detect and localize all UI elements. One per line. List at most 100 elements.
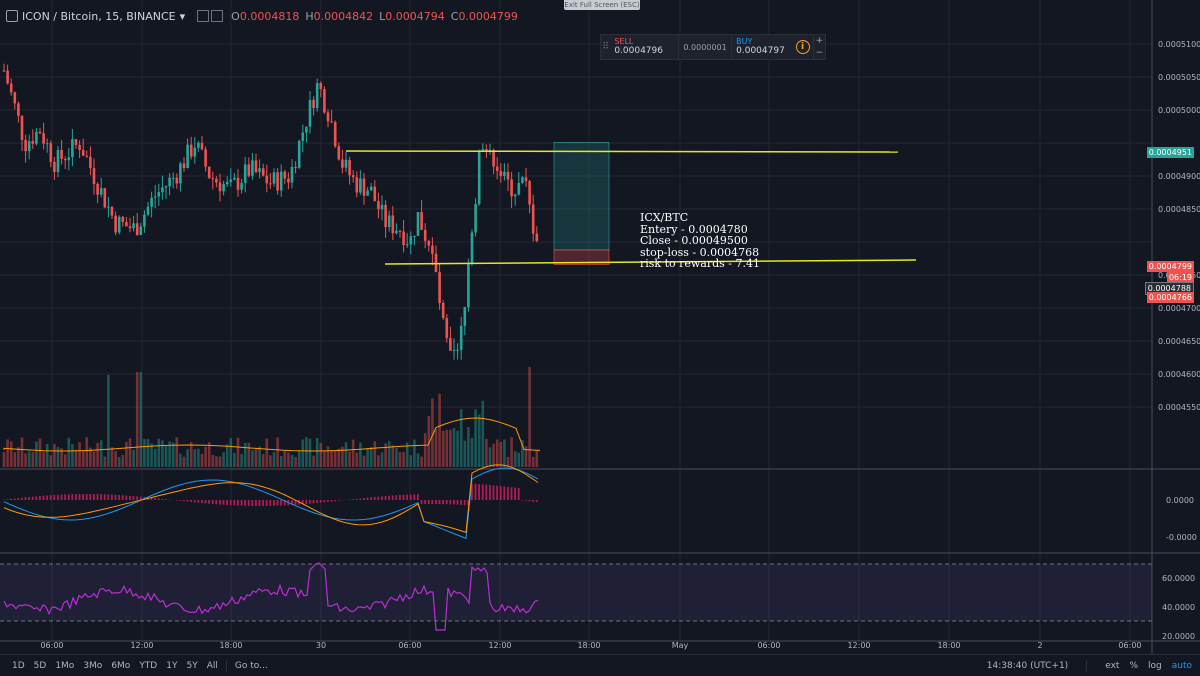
macd-histogram-bar bbox=[489, 485, 491, 500]
candle-body bbox=[276, 172, 279, 190]
sell-price: 0.0004796 bbox=[614, 46, 674, 56]
macd-histogram-bar bbox=[43, 496, 45, 500]
toggle-icon[interactable] bbox=[197, 10, 209, 22]
candle-body bbox=[420, 212, 423, 230]
macd-histogram-bar bbox=[255, 500, 257, 506]
volume-bar bbox=[312, 456, 315, 467]
candle-body bbox=[291, 167, 294, 183]
trade-annotation[interactable]: ICX/BTC Entery - 0.0004780 Close - 0.000… bbox=[640, 212, 760, 270]
range-button[interactable]: 1Mo bbox=[55, 661, 74, 671]
macd-histogram-bar bbox=[532, 500, 534, 502]
volume-bar bbox=[284, 451, 287, 467]
volume-bar bbox=[453, 428, 456, 467]
candle-body bbox=[136, 223, 139, 235]
range-button[interactable]: 1Y bbox=[166, 661, 177, 671]
volume-bar bbox=[262, 454, 265, 467]
macd-histogram-bar bbox=[500, 486, 502, 500]
candle-body bbox=[104, 188, 107, 207]
chevron-down-icon[interactable]: ▾ bbox=[180, 10, 186, 23]
volume-bar bbox=[478, 415, 481, 467]
macd-histogram-bar bbox=[17, 498, 19, 500]
candle-body bbox=[402, 232, 405, 245]
toggle-icon[interactable] bbox=[211, 10, 223, 22]
candle-body bbox=[233, 178, 236, 180]
volume-bar bbox=[471, 438, 474, 467]
macd-histogram-bar bbox=[39, 496, 41, 500]
volume-bar bbox=[222, 452, 225, 467]
candle-body bbox=[60, 150, 63, 159]
volume-bar bbox=[39, 438, 42, 467]
volume-bar bbox=[392, 445, 395, 467]
macd-histogram-bar bbox=[374, 497, 376, 500]
clock[interactable]: 14:38:40 (UTC+1) bbox=[987, 661, 1068, 671]
volume-bar bbox=[14, 452, 17, 467]
goto-button[interactable]: Go to... bbox=[235, 661, 268, 671]
candle-body bbox=[492, 150, 495, 167]
volume-bar bbox=[104, 457, 107, 467]
quantity-stepper[interactable]: + − bbox=[813, 35, 825, 59]
auto-toggle[interactable]: auto bbox=[1172, 661, 1192, 671]
macd-histogram-bar bbox=[406, 495, 408, 500]
range-button[interactable]: 3Mo bbox=[83, 661, 102, 671]
volume-bar bbox=[341, 447, 344, 467]
info-button[interactable]: i bbox=[792, 35, 813, 59]
macd-histogram-bar bbox=[352, 499, 354, 500]
plus-icon[interactable]: + bbox=[816, 36, 824, 46]
range-button[interactable]: 1D bbox=[12, 661, 25, 671]
time-axis-label: 12:00 bbox=[130, 641, 153, 650]
volume-bar bbox=[143, 439, 146, 467]
macd-histogram-bar bbox=[395, 495, 397, 500]
range-button[interactable]: 5Y bbox=[186, 661, 197, 671]
volume-bar bbox=[251, 450, 254, 467]
candle-body bbox=[309, 100, 312, 127]
range-button[interactable]: All bbox=[207, 661, 218, 671]
macd-histogram-bar bbox=[313, 500, 315, 503]
volume-bar bbox=[53, 444, 56, 467]
volume-bar bbox=[269, 455, 272, 467]
price-axis-label: 0.0004700 bbox=[1158, 304, 1200, 313]
range-button[interactable]: 6Mo bbox=[111, 661, 130, 671]
signal-line bbox=[4, 465, 538, 533]
candle-body bbox=[482, 149, 485, 150]
macd-histogram-bar bbox=[165, 499, 167, 500]
candle-body bbox=[507, 172, 510, 180]
time-axis-label: 2 bbox=[1037, 641, 1042, 650]
candle-body bbox=[168, 178, 171, 186]
candle-body bbox=[100, 188, 103, 195]
macd-histogram-bar bbox=[248, 500, 250, 506]
volume-bar bbox=[64, 454, 67, 467]
macd-histogram-bar bbox=[10, 499, 12, 500]
percent-toggle[interactable]: % bbox=[1129, 661, 1138, 671]
symbol-label[interactable]: ICON / Bitcoin, 15, BINANCE bbox=[22, 10, 176, 23]
candle-body bbox=[35, 132, 38, 144]
buy-button[interactable]: BUY 0.0004797 bbox=[732, 35, 792, 59]
range-button[interactable]: 5D bbox=[34, 661, 47, 671]
symbol-selector[interactable]: ICON / Bitcoin, 15, BINANCE ▾ bbox=[0, 10, 185, 23]
volume-bar bbox=[240, 454, 243, 467]
ext-toggle[interactable]: ext bbox=[1105, 661, 1119, 671]
exit-fullscreen-button[interactable]: Exit Full Screen (ESC) bbox=[564, 0, 640, 10]
candle-body bbox=[251, 160, 254, 175]
price-axis-label: 0.0005050 bbox=[1158, 73, 1200, 82]
volume-bar bbox=[125, 442, 128, 467]
sell-button[interactable]: SELL 0.0004796 bbox=[610, 35, 679, 59]
macd-histogram-bar bbox=[201, 500, 203, 503]
macd-histogram-bar bbox=[46, 495, 48, 500]
volume-bar bbox=[442, 431, 445, 467]
log-toggle[interactable]: log bbox=[1148, 661, 1162, 671]
volume-bar bbox=[280, 456, 283, 467]
volume-bar bbox=[86, 437, 89, 467]
minus-icon[interactable]: − bbox=[816, 48, 824, 58]
drag-handle-icon[interactable]: ⠿ bbox=[601, 35, 610, 59]
candle-body bbox=[86, 156, 89, 157]
candle-body bbox=[298, 141, 301, 168]
candle-body bbox=[89, 157, 92, 168]
macd-histogram-bar bbox=[413, 494, 415, 500]
volume-bar bbox=[287, 453, 290, 467]
symbol-menu-icon[interactable] bbox=[6, 10, 18, 22]
volume-bar bbox=[482, 401, 485, 467]
price-axis-label: 0.0004550 bbox=[1158, 403, 1200, 412]
macd-histogram-bar bbox=[439, 500, 441, 504]
range-button[interactable]: YTD bbox=[139, 661, 157, 671]
